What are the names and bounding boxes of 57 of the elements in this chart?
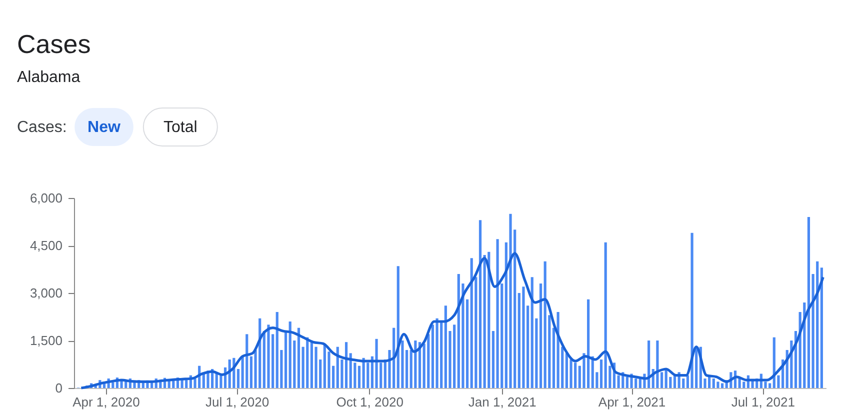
bar (276, 312, 278, 388)
y-tick-label: 4,500 (30, 238, 62, 253)
bar (375, 338, 378, 388)
text: New (88, 119, 121, 136)
bar (284, 331, 288, 388)
bar (530, 277, 534, 388)
bar (246, 334, 248, 388)
bar (496, 239, 499, 388)
bar (522, 286, 525, 388)
bar (358, 366, 361, 388)
bar (539, 284, 542, 388)
bar (172, 380, 175, 388)
bar (112, 382, 114, 388)
bar (509, 214, 512, 388)
x-tick-label: Jan 1, 2021 (468, 394, 536, 410)
bar (617, 375, 620, 388)
bar (306, 337, 309, 388)
y-tick-label: 1,500 (30, 333, 62, 348)
x-tick-label: Apr 1, 2020 (72, 394, 140, 410)
bar (690, 232, 694, 388)
bar (738, 378, 741, 388)
bar (470, 258, 473, 388)
bar (544, 261, 546, 388)
bar (656, 340, 659, 388)
bar (236, 369, 240, 388)
y-tick-label: 0 (55, 380, 62, 396)
bar (478, 220, 482, 388)
text: Cases: (17, 119, 67, 136)
bar (720, 383, 724, 388)
y-tick-label: 6,000 (30, 190, 62, 206)
bar (807, 217, 810, 388)
bar (288, 322, 292, 388)
bar (414, 340, 417, 388)
bar (716, 382, 720, 388)
bar (436, 318, 438, 388)
bar (600, 360, 603, 388)
chart-subtitle: Alabama (17, 69, 80, 86)
line-series (80, 252, 824, 390)
bar (267, 324, 270, 388)
chart-title: Cases (17, 29, 91, 59)
bar (604, 242, 607, 388)
bar (344, 342, 348, 388)
text: Total (164, 119, 198, 136)
y-tick-label: 3,000 (30, 286, 62, 300)
bar (660, 372, 664, 388)
bar (820, 268, 823, 388)
bar (483, 255, 486, 388)
x-tick-label: Jul 1, 2020 (205, 394, 270, 410)
x-tick-label: Jul 1, 2021 (731, 394, 795, 410)
x-tick-label: Oct 1, 2020 (336, 394, 404, 410)
bar (742, 382, 746, 388)
bar (314, 346, 318, 388)
bar (427, 334, 430, 388)
bar (133, 382, 136, 388)
x-tick-label: Apr 1, 2021 (598, 394, 666, 410)
bar (297, 328, 300, 388)
bar (556, 312, 560, 388)
